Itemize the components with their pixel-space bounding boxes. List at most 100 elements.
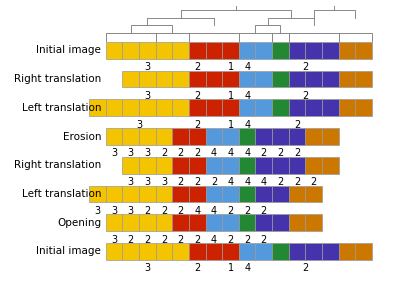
Text: 2: 2 [177, 206, 184, 216]
FancyBboxPatch shape [222, 99, 239, 116]
Text: 2: 2 [194, 91, 200, 101]
FancyBboxPatch shape [122, 186, 139, 202]
FancyBboxPatch shape [156, 214, 172, 231]
FancyBboxPatch shape [289, 157, 305, 174]
Text: 2: 2 [177, 148, 184, 158]
FancyBboxPatch shape [139, 128, 156, 145]
FancyBboxPatch shape [305, 214, 322, 231]
FancyBboxPatch shape [222, 214, 239, 231]
Text: 4: 4 [211, 235, 217, 245]
FancyBboxPatch shape [172, 42, 189, 59]
FancyBboxPatch shape [322, 243, 339, 260]
FancyBboxPatch shape [206, 71, 222, 87]
FancyBboxPatch shape [305, 186, 322, 202]
FancyBboxPatch shape [255, 186, 272, 202]
FancyBboxPatch shape [239, 99, 255, 116]
Text: 3: 3 [94, 206, 101, 216]
FancyBboxPatch shape [289, 99, 305, 116]
FancyBboxPatch shape [305, 42, 322, 59]
FancyBboxPatch shape [239, 186, 255, 202]
FancyBboxPatch shape [272, 128, 289, 145]
FancyBboxPatch shape [122, 128, 139, 145]
Text: 2: 2 [277, 177, 284, 187]
FancyBboxPatch shape [122, 42, 139, 59]
Text: 3: 3 [136, 120, 142, 130]
FancyBboxPatch shape [255, 128, 272, 145]
FancyBboxPatch shape [172, 157, 189, 174]
FancyBboxPatch shape [355, 99, 372, 116]
Text: Right translation: Right translation [14, 160, 101, 170]
FancyBboxPatch shape [255, 71, 272, 87]
Text: 2: 2 [302, 91, 308, 101]
Text: 2: 2 [227, 235, 234, 245]
FancyBboxPatch shape [305, 99, 322, 116]
FancyBboxPatch shape [305, 71, 322, 87]
FancyBboxPatch shape [189, 42, 206, 59]
FancyBboxPatch shape [339, 71, 355, 87]
Text: 2: 2 [294, 148, 300, 158]
FancyBboxPatch shape [272, 214, 289, 231]
FancyBboxPatch shape [139, 157, 156, 174]
Text: 3: 3 [111, 206, 117, 216]
FancyBboxPatch shape [355, 71, 372, 87]
FancyBboxPatch shape [206, 157, 222, 174]
Text: 4: 4 [227, 177, 234, 187]
Text: 4: 4 [244, 62, 250, 72]
Text: 4: 4 [211, 148, 217, 158]
Text: 3: 3 [128, 148, 134, 158]
FancyBboxPatch shape [189, 243, 206, 260]
FancyBboxPatch shape [272, 157, 289, 174]
Text: 2: 2 [302, 62, 308, 72]
Text: 3: 3 [128, 206, 134, 216]
FancyBboxPatch shape [206, 42, 222, 59]
FancyBboxPatch shape [206, 214, 222, 231]
FancyBboxPatch shape [172, 99, 189, 116]
FancyBboxPatch shape [322, 99, 339, 116]
FancyBboxPatch shape [289, 71, 305, 87]
FancyBboxPatch shape [206, 243, 222, 260]
FancyBboxPatch shape [272, 42, 289, 59]
FancyBboxPatch shape [189, 214, 206, 231]
Text: 2: 2 [294, 177, 300, 187]
Text: 2: 2 [161, 235, 167, 245]
FancyBboxPatch shape [255, 243, 272, 260]
FancyBboxPatch shape [239, 71, 255, 87]
FancyBboxPatch shape [139, 214, 156, 231]
Text: 3: 3 [161, 177, 167, 187]
Text: 1: 1 [227, 263, 234, 273]
Text: Erosion: Erosion [63, 132, 101, 142]
FancyBboxPatch shape [139, 186, 156, 202]
FancyBboxPatch shape [289, 214, 305, 231]
FancyBboxPatch shape [255, 99, 272, 116]
Text: Left translation: Left translation [22, 189, 101, 199]
FancyBboxPatch shape [89, 99, 106, 116]
FancyBboxPatch shape [222, 157, 239, 174]
FancyBboxPatch shape [272, 71, 289, 87]
FancyBboxPatch shape [222, 42, 239, 59]
Text: 2: 2 [161, 206, 167, 216]
FancyBboxPatch shape [156, 186, 172, 202]
Text: 3: 3 [144, 263, 150, 273]
Text: Initial image: Initial image [36, 45, 101, 55]
Text: 2: 2 [194, 235, 200, 245]
FancyBboxPatch shape [122, 99, 139, 116]
FancyBboxPatch shape [172, 186, 189, 202]
Text: 2: 2 [310, 177, 317, 187]
FancyBboxPatch shape [172, 243, 189, 260]
FancyBboxPatch shape [206, 99, 222, 116]
Text: 4: 4 [244, 91, 250, 101]
FancyBboxPatch shape [156, 128, 172, 145]
Text: Left translation: Left translation [22, 103, 101, 113]
FancyBboxPatch shape [206, 128, 222, 145]
Text: 2: 2 [144, 235, 150, 245]
Text: Opening: Opening [57, 218, 101, 228]
FancyBboxPatch shape [189, 186, 206, 202]
FancyBboxPatch shape [322, 128, 339, 145]
Text: 1: 1 [227, 91, 234, 101]
Text: Initial image: Initial image [36, 246, 101, 257]
FancyBboxPatch shape [172, 214, 189, 231]
FancyBboxPatch shape [156, 71, 172, 87]
Text: 2: 2 [194, 62, 200, 72]
Text: 2: 2 [261, 235, 267, 245]
FancyBboxPatch shape [122, 71, 139, 87]
